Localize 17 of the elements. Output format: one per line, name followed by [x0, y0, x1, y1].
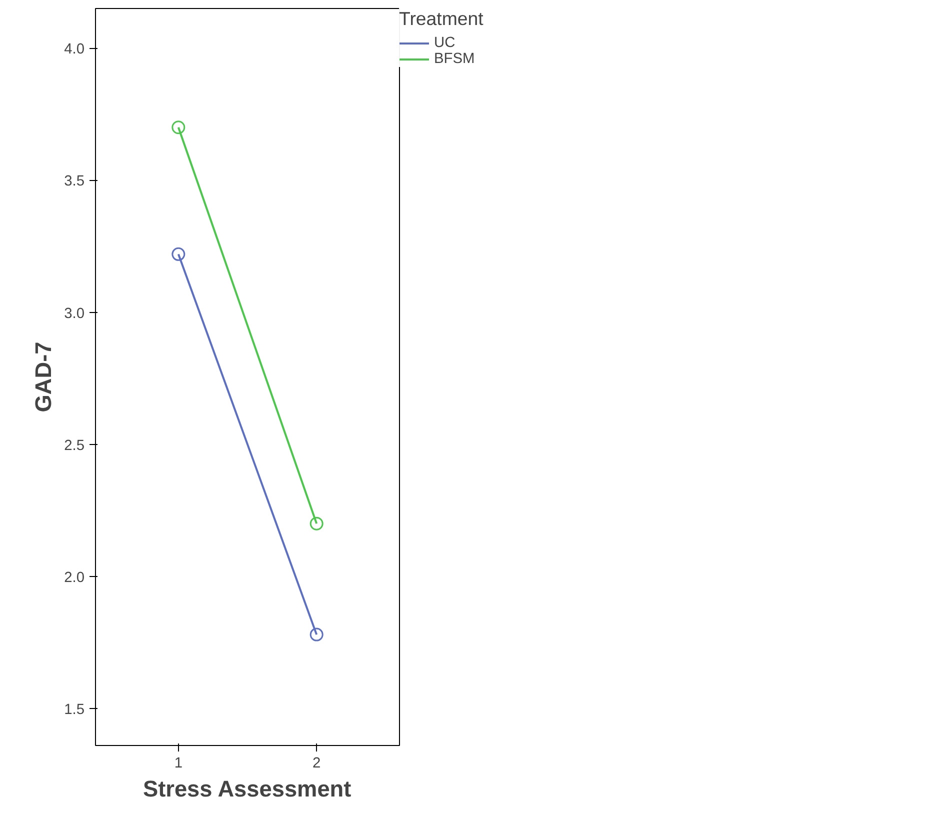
x-axis-title: Stress Assessment: [142, 776, 352, 802]
point: [172, 120, 186, 134]
legend-label: BFSM: [434, 51, 475, 67]
point: [310, 628, 324, 642]
y-tick-label: 3.5: [64, 174, 84, 190]
x-tick-label: 1: [174, 756, 182, 772]
y-tick-label: 1.5: [64, 702, 84, 718]
legend-title: Treatment: [399, 8, 484, 30]
y-axis-title: GAD-7: [30, 342, 56, 412]
x-tick-label: 2: [312, 756, 321, 772]
y-tick-label: 3.0: [64, 306, 84, 322]
point: [310, 516, 324, 530]
y-tick-label: 4.0: [64, 42, 84, 58]
y-tick-label: 2.0: [64, 570, 84, 586]
point: [172, 247, 186, 261]
legend-label: UC: [434, 35, 456, 51]
y-tick-label: 2.5: [64, 438, 84, 454]
